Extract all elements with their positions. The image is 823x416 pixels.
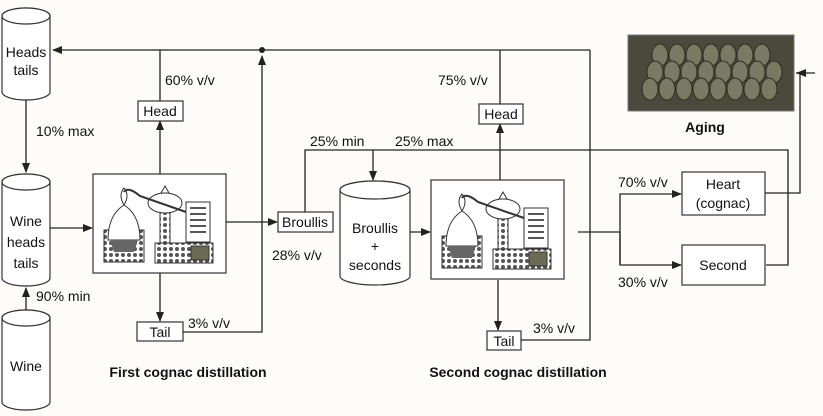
tails-label: tails xyxy=(14,62,39,78)
twentyeight-vv-label: 28% v/v xyxy=(272,247,322,263)
label: Head xyxy=(484,106,517,122)
aging-barrels-photo xyxy=(627,34,795,112)
second-still-illustration xyxy=(430,179,565,280)
first-distillation-caption: First cognac distillation xyxy=(109,364,266,380)
label: Wine xyxy=(10,358,42,374)
label: (cognac) xyxy=(696,195,750,211)
wine-heads-tails-tank: Wine heads tails xyxy=(1,173,51,287)
second-box xyxy=(681,244,766,286)
twentyfive-max-label: 25% max xyxy=(395,133,453,149)
label: Broullis xyxy=(282,214,328,230)
label: Second xyxy=(699,257,746,273)
aging-label: Aging xyxy=(685,119,725,135)
label: seconds xyxy=(349,257,401,273)
ninety-min-label: 90% min xyxy=(36,288,90,304)
label: Heart xyxy=(706,176,740,192)
twentyfive-min-label: 25% min xyxy=(310,133,364,149)
three-vv-label-2: 3% v/v xyxy=(533,320,575,336)
sixty-vv-label: 60% v/v xyxy=(165,72,215,88)
label: tails xyxy=(14,255,39,271)
head-box-2 xyxy=(478,103,524,125)
label: Tail xyxy=(493,333,514,349)
label: Broullis xyxy=(352,220,398,236)
first-still-illustration xyxy=(92,173,227,274)
second-distillation-caption: Second cognac distillation xyxy=(429,364,606,380)
label: Head xyxy=(143,103,176,119)
label: + xyxy=(371,238,379,254)
thirty-vv-label: 30% v/v xyxy=(618,274,668,290)
wine-tank: Wine xyxy=(1,309,51,411)
seventyfive-vv-label: 75% v/v xyxy=(438,72,488,88)
ten-max-label: 10% max xyxy=(36,123,94,139)
heads-tails-tank: Heads tails xyxy=(1,7,51,101)
label: Wine xyxy=(10,213,42,229)
broullis-seconds-tank: Broullis + seconds xyxy=(339,180,411,286)
three-vv-label-1: 3% v/v xyxy=(188,315,230,331)
seventy-vv-label: 70% v/v xyxy=(618,174,668,190)
label: Tail xyxy=(149,324,170,340)
heads-label: Heads xyxy=(6,44,46,60)
label: heads xyxy=(7,234,45,250)
